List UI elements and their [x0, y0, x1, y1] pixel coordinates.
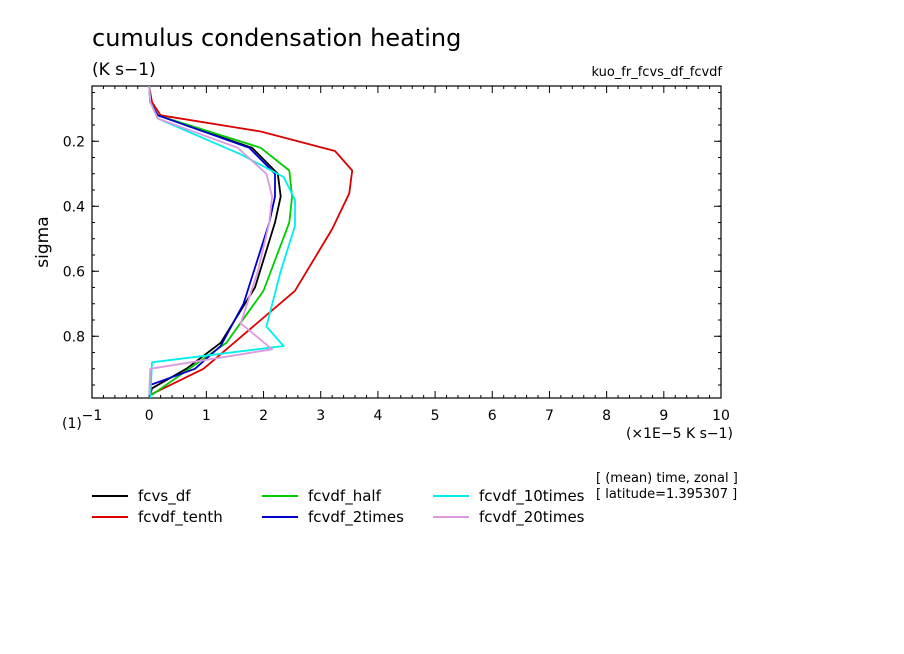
x-tick-label: 10 — [712, 408, 730, 424]
y-tick-label: 0.4 — [63, 199, 85, 215]
x-tick-label: −1 — [82, 408, 103, 424]
x-tick-label: 3 — [316, 408, 325, 424]
series-line-fcvdf_tenth — [148, 85, 354, 396]
run-label: kuo_fr_fcvs_df_fcvdf — [591, 65, 722, 80]
legend-label-fcvdf_10times: fcvdf_10times — [479, 487, 585, 506]
chart-units: (K s−1) — [92, 60, 156, 80]
y-tick-label: 0.8 — [63, 329, 85, 345]
x-tick-label: 9 — [659, 408, 668, 424]
legend-label-fcvdf_tenth: fcvdf_tenth — [138, 508, 223, 527]
y-axis-label: sigma — [33, 216, 53, 267]
meta-line-time: [ (mean) time, zonal ] — [596, 471, 738, 486]
x-tick-label: 2 — [259, 408, 268, 424]
y-tick-label: 0.6 — [63, 264, 85, 280]
legend: fcvs_df fcvdf_tenth fcvdf_half fcvdf_2times… — [92, 487, 585, 527]
series-line-fcvdf_10times — [148, 85, 296, 399]
x-tick-label: 8 — [602, 408, 611, 424]
meta-line-latitude: [ latitude=1.395307 ] — [596, 487, 737, 502]
legend-label-fcvs_df: fcvs_df — [138, 487, 191, 506]
series-line-fcvdf_20times — [148, 85, 274, 395]
legend-label-fcvdf_half: fcvdf_half — [308, 487, 382, 506]
x-axis-label: (×1E−5 K s−1) — [626, 426, 733, 442]
x-tick-label: 0 — [145, 408, 154, 424]
x-tick-label: 5 — [431, 408, 440, 424]
chart-title: cumulus condensation heating — [92, 24, 461, 52]
corner-label: (1) — [62, 416, 82, 432]
series-lines — [148, 85, 354, 399]
legend-label-fcvdf_2times: fcvdf_2times — [308, 508, 404, 527]
x-tick-label: 4 — [373, 408, 382, 424]
plot-frame — [91, 85, 722, 399]
x-tick-label: 6 — [488, 408, 497, 424]
legend-label-fcvdf_20times: fcvdf_20times — [479, 508, 585, 527]
axis-ticks: −1 0 1 2 3 4 5 6 7 8 9 10 0.2 0.4 0.6 0.8 — [63, 86, 730, 424]
y-tick-label: 0.2 — [63, 134, 85, 150]
x-tick-label: 1 — [202, 408, 211, 424]
x-tick-label: 7 — [545, 408, 554, 424]
